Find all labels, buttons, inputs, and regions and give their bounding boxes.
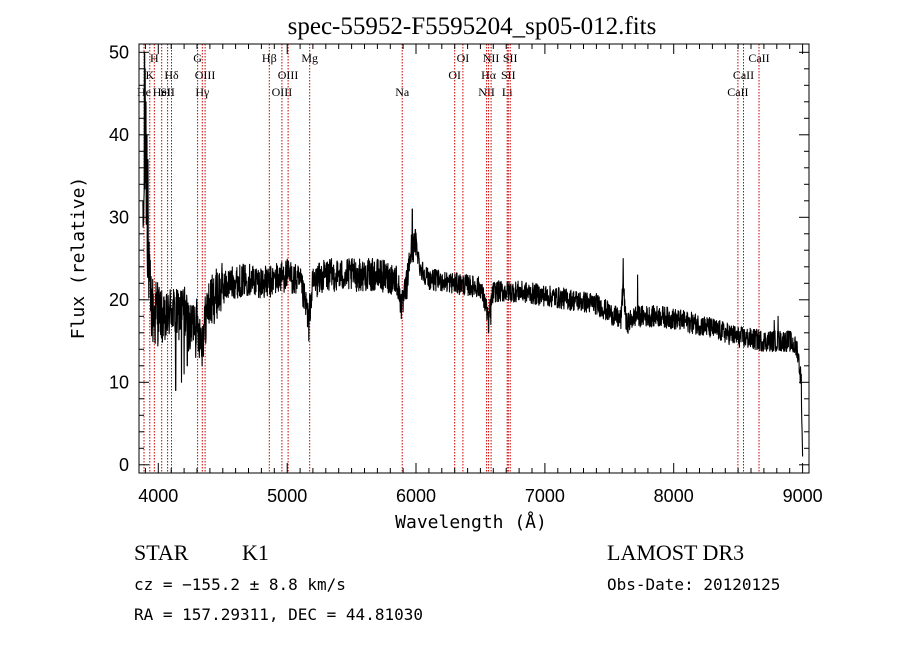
marker-label: NII	[478, 85, 495, 99]
x-tick-label: 4000	[138, 486, 178, 506]
marker-label: Li	[502, 85, 513, 99]
marker-label: SII	[160, 85, 175, 99]
x-axis-label: Wavelength (Å)	[395, 511, 547, 533]
survey-name: LAMOST DR3	[607, 540, 744, 565]
marker-label: Hγ	[195, 85, 210, 99]
marker-label: Hβ	[262, 51, 277, 65]
y-tick-label: 20	[109, 290, 129, 310]
x-tick-label: 5000	[267, 486, 307, 506]
y-axis-label: Flux (relative)	[68, 177, 89, 340]
marker-label: OIII	[195, 68, 216, 82]
y-tick-label: 40	[109, 125, 129, 145]
axes: 4000 5000 6000 7000 8000 9000 0 10 20 30 40 50	[109, 42, 823, 506]
x-tick-label: 9000	[783, 486, 823, 506]
marker-label: H	[150, 51, 159, 65]
spectrum-line	[142, 51, 804, 457]
chart-title: spec-55952-F5595204_sp05-012.fits	[288, 13, 657, 40]
marker-label: NII	[483, 51, 500, 65]
x-tick-label: 6000	[396, 486, 436, 506]
spectrum-series	[142, 51, 804, 457]
marker-label: Hδ	[164, 68, 179, 82]
marker-label: OIII	[278, 68, 299, 82]
y-tick-label: 10	[109, 372, 129, 392]
redshift-line: cz = −155.2 ± 8.8 km/s	[134, 575, 346, 594]
x-tick-label: 7000	[525, 486, 565, 506]
marker-label: SII	[501, 68, 516, 82]
marker-label: Mg	[301, 51, 318, 65]
y-tick-label: 0	[119, 455, 129, 475]
marker-label: CaII	[733, 68, 754, 82]
marker-label: CaII	[748, 51, 769, 65]
object-class: STAR	[134, 540, 189, 565]
marker-label: HeI	[153, 85, 171, 99]
line-markers: HeKHHeISIIHδGHγOIIIHβOIIIOIIIMgNaOIOINII…	[137, 44, 770, 473]
marker-label: OI	[457, 51, 470, 65]
marker-label: CaII	[727, 85, 748, 99]
y-tick-label: 30	[109, 207, 129, 227]
x-tick-label: 8000	[654, 486, 694, 506]
marker-label: K	[145, 68, 154, 82]
object-subclass: K1	[242, 540, 269, 565]
marker-label: G	[193, 51, 202, 65]
plot-frame	[138, 43, 810, 474]
observation-date: Obs-Date: 20120125	[607, 575, 780, 594]
y-tick-label: 50	[109, 42, 129, 62]
marker-label: OIII	[272, 85, 293, 99]
marker-label: Hα	[481, 68, 497, 82]
marker-label: Na	[395, 85, 410, 99]
coordinates-line: RA = 157.29311, DEC = 44.81030	[134, 605, 423, 624]
marker-label: OI	[448, 68, 461, 82]
marker-label: SII	[503, 51, 518, 65]
